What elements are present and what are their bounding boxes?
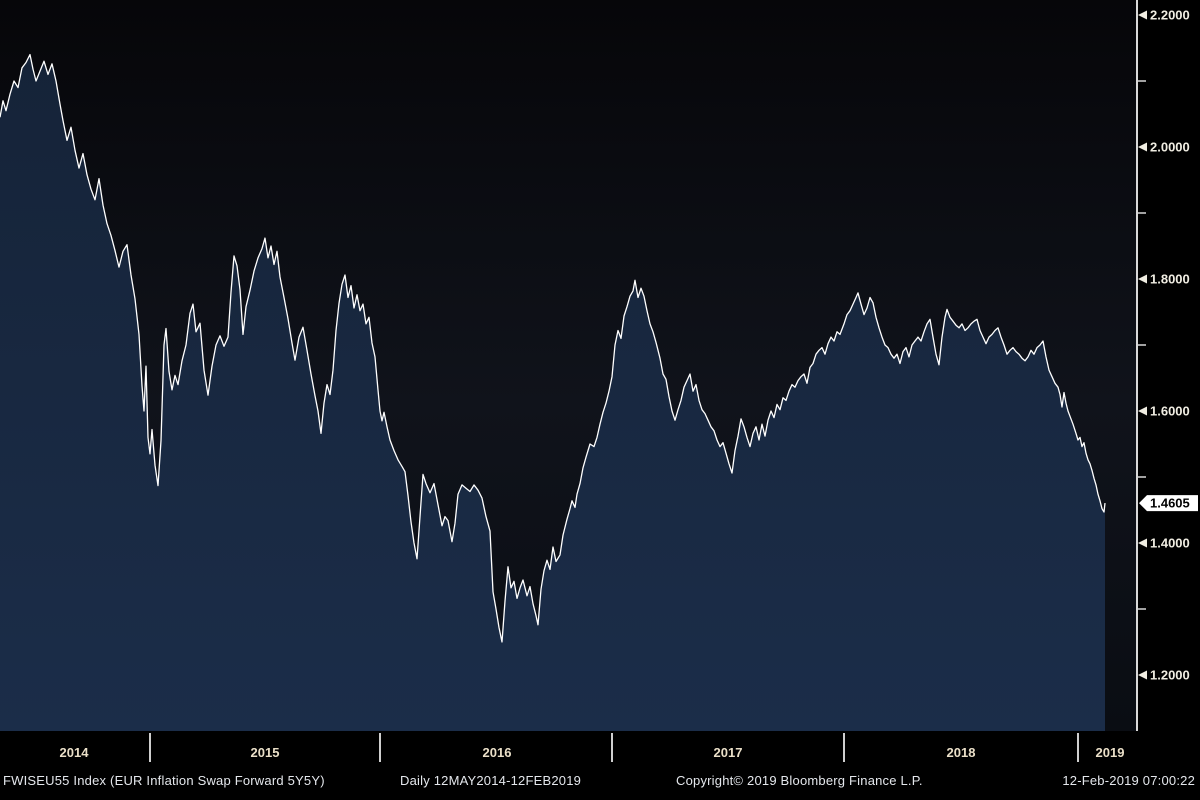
x-axis-year-label: 2014 [60, 745, 90, 760]
price-line [0, 53, 1106, 643]
copyright-notice: Copyright© 2019 Bloomberg Finance L.P. [676, 773, 923, 788]
x-axis-year-label: 2017 [714, 745, 743, 760]
price-line-path [0, 53, 1106, 643]
security-description: FWISEU55 Index (EUR Inflation Swap Forwa… [3, 773, 325, 788]
y-axis-tick-label: 1.6000 [1150, 404, 1190, 419]
last-price-flag: 1.4605 [1139, 495, 1198, 512]
y-axis-tick-label: 1.4000 [1150, 536, 1190, 551]
x-axis-year-label: 2015 [251, 745, 280, 760]
y-axis-tick-label: 1.8000 [1150, 272, 1190, 287]
periodicity-range: Daily 12MAY2014-12FEB2019 [400, 773, 582, 788]
y-axis-tick-arrow [1138, 10, 1147, 20]
timestamp: 12-Feb-2019 07:00:22 [1062, 773, 1195, 788]
x-axis-year-label: 2018 [947, 745, 976, 760]
y-axis-tick-label: 2.0000 [1150, 140, 1190, 155]
x-axis-year-label: 2016 [483, 745, 512, 760]
axis-gutter [1137, 0, 1200, 766]
last-price-flag-value: 1.4605 [1150, 496, 1190, 511]
last-price-flag-shape [1139, 495, 1198, 512]
y-axis-tick-arrow [1138, 142, 1147, 152]
price-chart[interactable]: 2.2000 2.0000 1.8000 1.6000 1.4000 1.2000 201… [0, 0, 1200, 766]
y-axis-tick-arrow [1138, 538, 1147, 548]
price-area [0, 54, 1105, 732]
y-axis-tick-arrow [1138, 274, 1147, 284]
y-axis-tick-arrow [1138, 406, 1147, 416]
y-axis-tick-arrow [1138, 670, 1147, 680]
y-axis-tick-label: 2.2000 [1150, 8, 1190, 23]
x-axis-year-label: 2019 [1096, 745, 1125, 760]
y-axis-tick-label: 1.2000 [1150, 668, 1190, 683]
chart-footer: FWISEU55 Index (EUR Inflation Swap Forwa… [0, 766, 1200, 800]
y-axis: 2.2000 2.0000 1.8000 1.6000 1.4000 1.2000 [1136, 0, 1190, 731]
x-axis: 2014 2015 2016 2017 2018 2019 [60, 733, 1125, 762]
price-area-fill [0, 54, 1105, 732]
